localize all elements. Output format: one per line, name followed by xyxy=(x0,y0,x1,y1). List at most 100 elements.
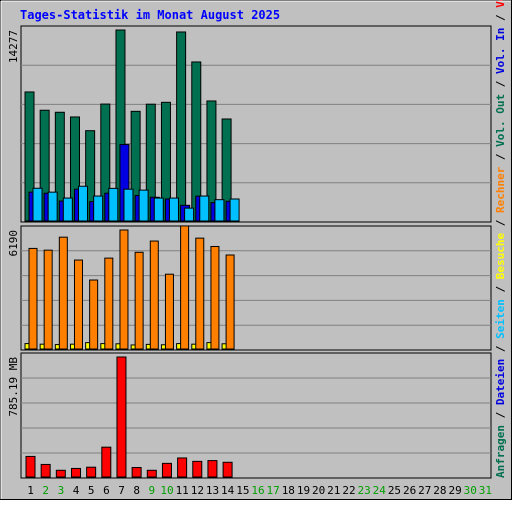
bar-rechner-day-7 xyxy=(119,229,129,350)
bar-seiten-day-5 xyxy=(93,195,104,222)
bar-volumen-day-6 xyxy=(101,446,112,478)
bar-seiten-day-12 xyxy=(199,195,210,222)
bar-volumen-day-8 xyxy=(131,467,142,478)
bar-rechner-day-2 xyxy=(43,249,53,350)
bar-rechner-day-5 xyxy=(89,279,99,350)
bar-seiten-day-4 xyxy=(77,185,88,222)
bar-rechner-day-6 xyxy=(104,257,114,350)
x-tick-label-day-29: 29 xyxy=(448,484,461,497)
x-tick-label-day-6: 6 xyxy=(103,484,110,497)
bar-rechner-day-13 xyxy=(210,245,220,350)
x-tick-label-day-19: 19 xyxy=(297,484,310,497)
panel-hits-area xyxy=(20,25,492,223)
bar-volumen-day-9 xyxy=(146,469,157,478)
bar-rechner-day-12 xyxy=(195,237,205,350)
x-tick-label-day-28: 28 xyxy=(433,484,446,497)
x-tick-label-day-1: 1 xyxy=(27,484,34,497)
x-tick-label-day-27: 27 xyxy=(418,484,431,497)
bar-seiten-day-14 xyxy=(229,198,240,222)
bar-seiten-day-8 xyxy=(138,189,149,222)
bar-volumen-day-7 xyxy=(116,356,127,478)
right-legend-segment: / xyxy=(494,147,507,167)
right-legend-segment: Seiten xyxy=(494,299,507,339)
x-tick-label-day-16: 16 xyxy=(251,484,264,497)
right-legend-segment: / xyxy=(494,339,507,359)
right-legend-segment: / xyxy=(494,8,507,28)
panel-volume: 785.19 MB xyxy=(7,352,492,479)
x-tick-label-day-24: 24 xyxy=(373,484,387,497)
right-legend-segment: / xyxy=(494,405,507,425)
right-legend-segment: / xyxy=(494,279,507,299)
x-tick-label-day-4: 4 xyxy=(73,484,80,497)
panel-hits: 14277 xyxy=(7,25,492,223)
bar-rechner-day-10 xyxy=(164,273,174,350)
bar-volumen-day-11 xyxy=(177,457,188,478)
x-tick-label-day-12: 12 xyxy=(191,484,204,497)
x-tick-label-day-2: 2 xyxy=(42,484,49,497)
panel-volume-area xyxy=(20,352,492,479)
bar-seiten-day-2 xyxy=(47,191,58,222)
x-tick-label-day-26: 26 xyxy=(403,484,416,497)
bar-volumen-day-12 xyxy=(192,460,203,478)
x-tick-label-day-18: 18 xyxy=(282,484,295,497)
right-legend-segment: Anfragen xyxy=(494,425,507,478)
bar-volumen-day-2 xyxy=(40,463,51,478)
right-legend-segment: Besuche xyxy=(494,233,507,280)
chart-title: Tages-Statistik im Monat August 2025 xyxy=(20,8,280,22)
bar-rechner-day-8 xyxy=(134,251,144,350)
bar-seiten-day-9 xyxy=(153,197,164,222)
bar-seiten-day-3 xyxy=(62,197,73,222)
x-tick-label-day-31: 31 xyxy=(479,484,492,497)
panel-volume-max-label: 785.19 MB xyxy=(7,357,20,417)
x-tick-label-day-25: 25 xyxy=(388,484,401,497)
x-tick-label-day-14: 14 xyxy=(221,484,235,497)
bar-rechner-day-14 xyxy=(225,254,235,350)
panel-visits: 6190 xyxy=(7,225,492,351)
bar-anfragen-day-11 xyxy=(176,31,187,222)
right-legend-segment: Dateien xyxy=(494,359,507,405)
bar-rechner-day-4 xyxy=(73,259,83,350)
bar-volumen-day-10 xyxy=(161,462,172,478)
bar-volumen-day-13 xyxy=(207,460,218,478)
right-legend: Anfragen / Dateien / Seiten / Besuche / … xyxy=(494,0,507,478)
bar-seiten-day-11 xyxy=(184,207,195,222)
panel-visits-area xyxy=(20,225,492,351)
bar-seiten-day-7 xyxy=(123,188,134,222)
right-legend-segment: Vol. In xyxy=(494,28,507,74)
bar-volumen-day-4 xyxy=(70,467,81,478)
x-tick-label-day-23: 23 xyxy=(358,484,371,497)
x-tick-label-day-3: 3 xyxy=(58,484,65,497)
bar-volumen-day-14 xyxy=(222,461,233,478)
bar-rechner-day-9 xyxy=(149,240,159,350)
x-tick-label-day-11: 11 xyxy=(176,484,189,497)
bar-volumen-day-3 xyxy=(55,469,66,478)
x-tick-label-day-13: 13 xyxy=(206,484,219,497)
bar-volumen-day-1 xyxy=(25,455,36,478)
right-legend-segment: / xyxy=(494,213,507,233)
bar-rechner-day-11 xyxy=(180,225,190,350)
x-tick-label-day-20: 20 xyxy=(312,484,325,497)
right-legend-segment: Volumen xyxy=(494,0,507,8)
x-tick-label-day-15: 15 xyxy=(236,484,249,497)
bar-volumen-day-5 xyxy=(86,466,97,478)
bar-seiten-day-6 xyxy=(108,187,119,222)
panel-hits-max-label: 14277 xyxy=(7,30,20,63)
right-legend-segment: Vol. Out xyxy=(494,94,507,147)
x-tick-label-day-21: 21 xyxy=(327,484,340,497)
x-tick-label-day-30: 30 xyxy=(464,484,477,497)
right-legend-segment: / xyxy=(494,74,507,94)
bar-rechner-day-3 xyxy=(58,236,68,350)
bar-seiten-day-1 xyxy=(32,187,43,222)
x-tick-label-day-5: 5 xyxy=(88,484,95,497)
x-tick-label-day-22: 22 xyxy=(342,484,355,497)
panel-visits-max-label: 6190 xyxy=(7,230,20,257)
x-tick-label-day-8: 8 xyxy=(133,484,140,497)
x-tick-label-day-10: 10 xyxy=(160,484,173,497)
bar-seiten-day-10 xyxy=(168,197,179,222)
bar-rechner-day-1 xyxy=(28,247,38,350)
bar-seiten-day-13 xyxy=(214,199,225,222)
right-legend-segment: Rechner xyxy=(494,166,507,213)
x-tick-label-day-9: 9 xyxy=(149,484,156,497)
